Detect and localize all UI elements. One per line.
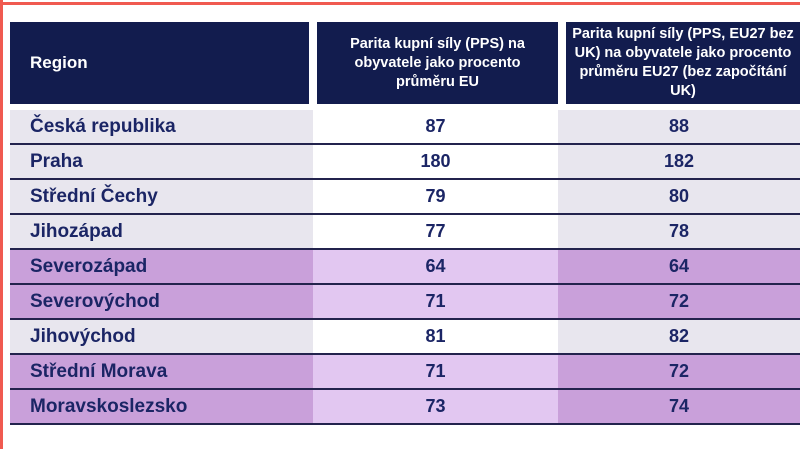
pps-eu-cell: 73: [313, 390, 558, 423]
pps-eu27-cell: 80: [558, 180, 800, 213]
region-label: Praha: [30, 150, 83, 172]
table-row: Střední Čechy 79 80: [10, 180, 800, 215]
header-gap: [309, 22, 317, 104]
region-label: Moravskoslezsko: [30, 395, 188, 417]
pps-eu-cell: 71: [313, 355, 558, 388]
header-cell-pps-eu27: Parita kupní síly (PPS, EU27 bez UK) na …: [566, 22, 800, 104]
table-row: Česká republika 87 88: [10, 110, 800, 145]
region-label: Střední Morava: [30, 360, 168, 382]
pps-eu27-cell: 74: [558, 390, 800, 423]
pps-eu27-cell: 82: [558, 320, 800, 353]
header-cell-pps-eu: Parita kupní síly (PPS) na obyvatele jak…: [317, 22, 558, 104]
pps-eu-cell: 77: [313, 215, 558, 248]
region-label: Česká republika: [30, 115, 176, 137]
region-cell: Česká republika: [10, 110, 313, 143]
pps-region-table: Region Parita kupní síly (PPS) na obyvat…: [10, 22, 800, 425]
table-row: Praha 180 182: [10, 145, 800, 180]
header-region-label: Region: [30, 53, 88, 72]
region-cell: Praha: [10, 145, 313, 178]
region-cell: Jihozápad: [10, 215, 313, 248]
pps-eu-cell: 79: [313, 180, 558, 213]
table-row: Moravskoslezsko 73 74: [10, 390, 800, 425]
region-label: Jihovýchod: [30, 325, 136, 347]
region-label: Střední Čechy: [30, 185, 158, 207]
header-pps-eu27-label: Parita kupní síly (PPS, EU27 bez UK) na …: [572, 26, 794, 99]
table-rows: Česká republika 87 88 Praha 180 182 Stře…: [10, 110, 800, 425]
region-label: Severovýchod: [30, 290, 160, 312]
pps-eu-cell: 180: [313, 145, 558, 178]
accent-line-top: [0, 2, 800, 5]
region-cell: Střední Morava: [10, 355, 313, 388]
pps-eu27-cell: 78: [558, 215, 800, 248]
region-label: Severozápad: [30, 255, 148, 277]
header-pps-eu-label: Parita kupní síly (PPS) na obyvatele jak…: [350, 35, 525, 90]
pps-eu27-cell: 72: [558, 355, 800, 388]
region-cell: Moravskoslezsko: [10, 390, 313, 423]
pps-eu27-cell: 88: [558, 110, 800, 143]
region-cell: Severozápad: [10, 250, 313, 283]
table-row: Severovýchod 71 72: [10, 285, 800, 320]
region-cell: Jihovýchod: [10, 320, 313, 353]
region-cell: Severovýchod: [10, 285, 313, 318]
pps-eu-cell: 64: [313, 250, 558, 283]
pps-eu27-cell: 182: [558, 145, 800, 178]
pps-eu-cell: 87: [313, 110, 558, 143]
region-label: Jihozápad: [30, 220, 123, 242]
table-row: Jihozápad 77 78: [10, 215, 800, 250]
region-cell: Střední Čechy: [10, 180, 313, 213]
accent-line-left: [0, 0, 3, 449]
table-row: Jihovýchod 81 82: [10, 320, 800, 355]
table-row: Severozápad 64 64: [10, 250, 800, 285]
pps-eu27-cell: 64: [558, 250, 800, 283]
pps-eu-cell: 71: [313, 285, 558, 318]
header-cell-region: Region: [10, 22, 309, 104]
table-row: Střední Morava 71 72: [10, 355, 800, 390]
pps-eu-cell: 81: [313, 320, 558, 353]
pps-eu27-cell: 72: [558, 285, 800, 318]
table-header-row: Region Parita kupní síly (PPS) na obyvat…: [10, 22, 800, 104]
header-gap: [558, 22, 566, 104]
